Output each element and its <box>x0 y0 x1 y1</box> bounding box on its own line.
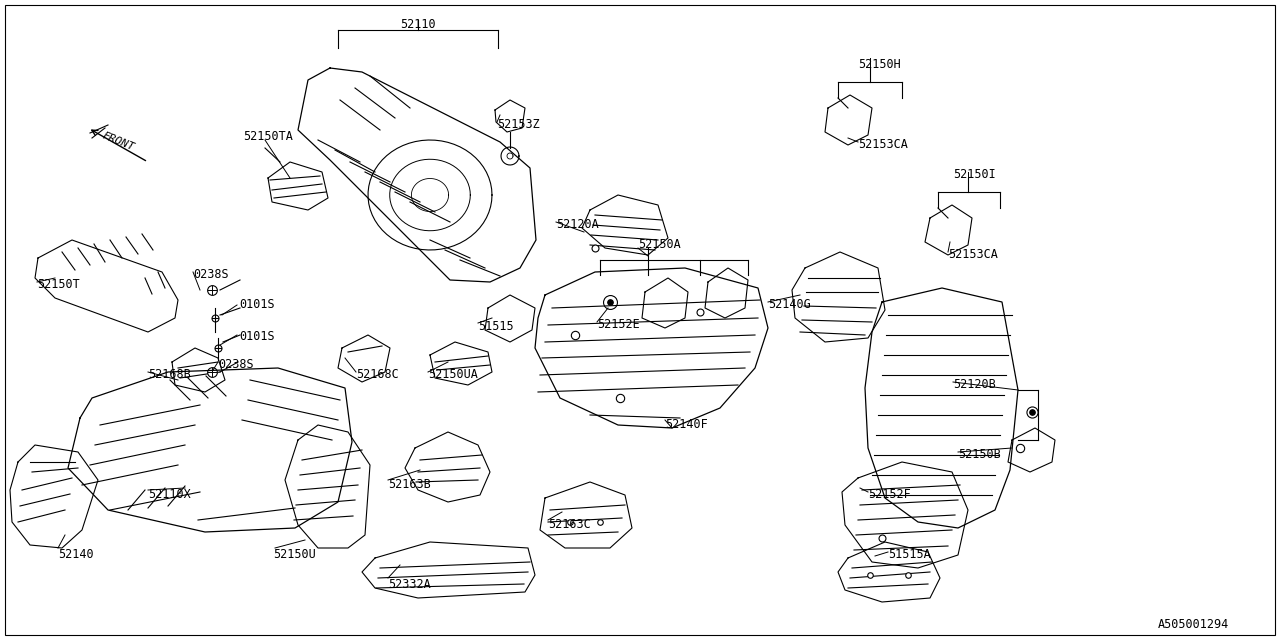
Text: 52163C: 52163C <box>548 518 591 531</box>
Text: A505001294: A505001294 <box>1158 618 1229 631</box>
Text: 52150H: 52150H <box>858 58 901 71</box>
Text: 52168C: 52168C <box>356 368 399 381</box>
Text: 52152F: 52152F <box>868 488 911 501</box>
Text: 52120A: 52120A <box>556 218 599 231</box>
Text: 52140: 52140 <box>58 548 93 561</box>
Text: 51515A: 51515A <box>888 548 931 561</box>
Text: 52150TA: 52150TA <box>243 130 293 143</box>
Text: 0101S: 0101S <box>239 298 275 311</box>
Text: 52150U: 52150U <box>273 548 316 561</box>
Text: 0238S: 0238S <box>218 358 253 371</box>
Text: 52153CA: 52153CA <box>948 248 998 261</box>
Text: 52110: 52110 <box>401 18 435 31</box>
Text: 52120B: 52120B <box>954 378 996 391</box>
Text: 52153CA: 52153CA <box>858 138 908 151</box>
Text: FRONT: FRONT <box>101 131 136 153</box>
Text: 0101S: 0101S <box>239 330 275 343</box>
Text: 52332A: 52332A <box>388 578 431 591</box>
Text: 52150I: 52150I <box>954 168 996 181</box>
Text: 52110X: 52110X <box>148 488 191 501</box>
Text: 52168B: 52168B <box>148 368 191 381</box>
Text: 51515: 51515 <box>477 320 513 333</box>
Text: 52140G: 52140G <box>768 298 810 311</box>
Text: 52150T: 52150T <box>37 278 79 291</box>
Text: 0238S: 0238S <box>193 268 229 281</box>
Text: 52150UA: 52150UA <box>428 368 477 381</box>
Text: 52150B: 52150B <box>957 448 1001 461</box>
Text: 52163B: 52163B <box>388 478 431 491</box>
Text: 52152E: 52152E <box>596 318 640 331</box>
Text: 52140F: 52140F <box>666 418 708 431</box>
Text: 52153Z: 52153Z <box>497 118 540 131</box>
Text: 52150A: 52150A <box>637 238 681 251</box>
